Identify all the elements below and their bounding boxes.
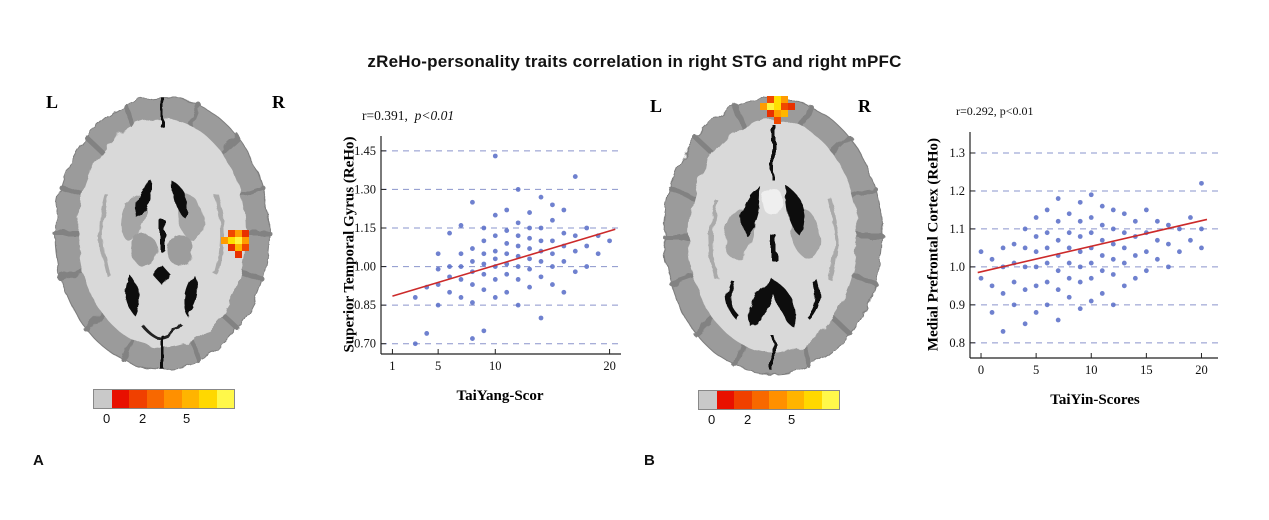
brain-slice-a <box>52 96 272 370</box>
colorbar-segment <box>181 390 199 408</box>
colorbar-segment <box>164 390 182 408</box>
svg-text:1.3: 1.3 <box>949 146 965 160</box>
svg-text:0: 0 <box>978 363 984 377</box>
svg-text:1.45: 1.45 <box>354 144 376 158</box>
hemisphere-right-b: R <box>858 96 871 116</box>
colorbar-segment <box>216 390 234 408</box>
colorbar-tick: 5 <box>183 411 191 426</box>
colorbar-segment <box>199 390 217 408</box>
svg-text:20: 20 <box>603 359 616 373</box>
colorbar-segment <box>699 391 717 409</box>
svg-text:1.00: 1.00 <box>354 260 376 274</box>
colorbar-segment <box>821 391 839 409</box>
svg-text:0.8: 0.8 <box>949 336 965 350</box>
colorbar-segment <box>716 391 734 409</box>
svg-text:20: 20 <box>1195 363 1208 377</box>
colorbar-tick: 0 <box>708 412 716 427</box>
colorbar-segment <box>769 391 787 409</box>
svg-text:15: 15 <box>1140 363 1153 377</box>
colorbar-a-labels: 0 2 5 <box>93 411 235 427</box>
svg-text:0.85: 0.85 <box>354 298 376 312</box>
correlation-stat-a: r=0.391, p<0.01 <box>362 108 454 124</box>
svg-text:0.70: 0.70 <box>354 337 376 351</box>
plot-area-b: 0.8 0.9 1.0 1.1 1.2 1.3 0 5 10 15 20 <box>949 132 1218 377</box>
svg-text:1.30: 1.30 <box>354 182 376 196</box>
colorbar-segment <box>111 390 129 408</box>
activation-cluster-stg <box>221 230 249 258</box>
scatter-chart-stg: r=0.391, p<0.01 Superior Temporal Gyrus … <box>325 92 650 437</box>
x-axis-label-b: TaiYin-Scores <box>1050 392 1140 408</box>
plot-area-a: 0.70 0.85 1.00 1.15 1.30 1.45 1 5 10 20 <box>354 136 621 373</box>
axes <box>380 136 621 355</box>
brain-slice-b <box>661 96 885 375</box>
hemisphere-left-a: L <box>46 92 59 112</box>
colorbar-segment <box>129 390 147 408</box>
regression-line <box>977 218 1208 274</box>
panel-label-b: B <box>644 452 655 469</box>
x-axis-label-a: TaiYang-Scor <box>456 388 544 404</box>
colorbar-tick: 5 <box>788 412 796 427</box>
svg-text:5: 5 <box>1033 363 1039 377</box>
scatter-points <box>978 180 1204 334</box>
scatter-points <box>412 153 612 347</box>
svg-text:1.2: 1.2 <box>949 184 965 198</box>
scatter-chart-mpfc: r=0.292, p<0.01 Medial Prefrontal Cortex… <box>912 88 1252 433</box>
svg-text:5: 5 <box>435 359 441 373</box>
colorbar-segment <box>146 390 164 408</box>
colorbar-tick: 2 <box>744 412 752 427</box>
colorbar-b-labels: 0 2 5 <box>698 412 840 428</box>
svg-text:1.0: 1.0 <box>949 260 965 274</box>
colorbar-segment <box>804 391 822 409</box>
svg-text:1.1: 1.1 <box>949 222 965 236</box>
colorbar-segment <box>786 391 804 409</box>
colorbar-segment <box>751 391 769 409</box>
axes <box>969 132 1218 359</box>
stat-r-value: r=0.391, <box>362 108 408 123</box>
hemisphere-right-a: R <box>272 92 285 112</box>
colorbar-segment <box>94 390 112 408</box>
activation-cluster-mpfc <box>760 96 795 124</box>
colorbar-tick: 0 <box>103 411 111 426</box>
regression-line <box>392 228 616 297</box>
colorbar-tick: 2 <box>139 411 147 426</box>
colorbar-segment <box>734 391 752 409</box>
hemisphere-left-b: L <box>650 96 663 116</box>
gridlines <box>970 152 1218 344</box>
tick-labels: 0.8 0.9 1.0 1.1 1.2 1.3 0 5 10 15 20 <box>949 146 1207 377</box>
gridlines <box>381 150 621 345</box>
stat-p-value: p<0.01 <box>414 108 455 123</box>
colorbar-b <box>698 390 840 410</box>
figure-title: zReHo-personality traits correlation in … <box>367 52 902 71</box>
colorbar-a <box>93 389 235 409</box>
svg-text:10: 10 <box>489 359 502 373</box>
panel-label-a: A <box>33 452 44 469</box>
svg-text:0.9: 0.9 <box>949 298 965 312</box>
correlation-stat-b: r=0.292, p<0.01 <box>956 104 1034 118</box>
tick-labels: 0.70 0.85 1.00 1.15 1.30 1.45 1 5 10 20 <box>354 144 616 373</box>
svg-text:1: 1 <box>389 359 395 373</box>
svg-text:10: 10 <box>1085 363 1098 377</box>
svg-text:1.15: 1.15 <box>354 221 376 235</box>
